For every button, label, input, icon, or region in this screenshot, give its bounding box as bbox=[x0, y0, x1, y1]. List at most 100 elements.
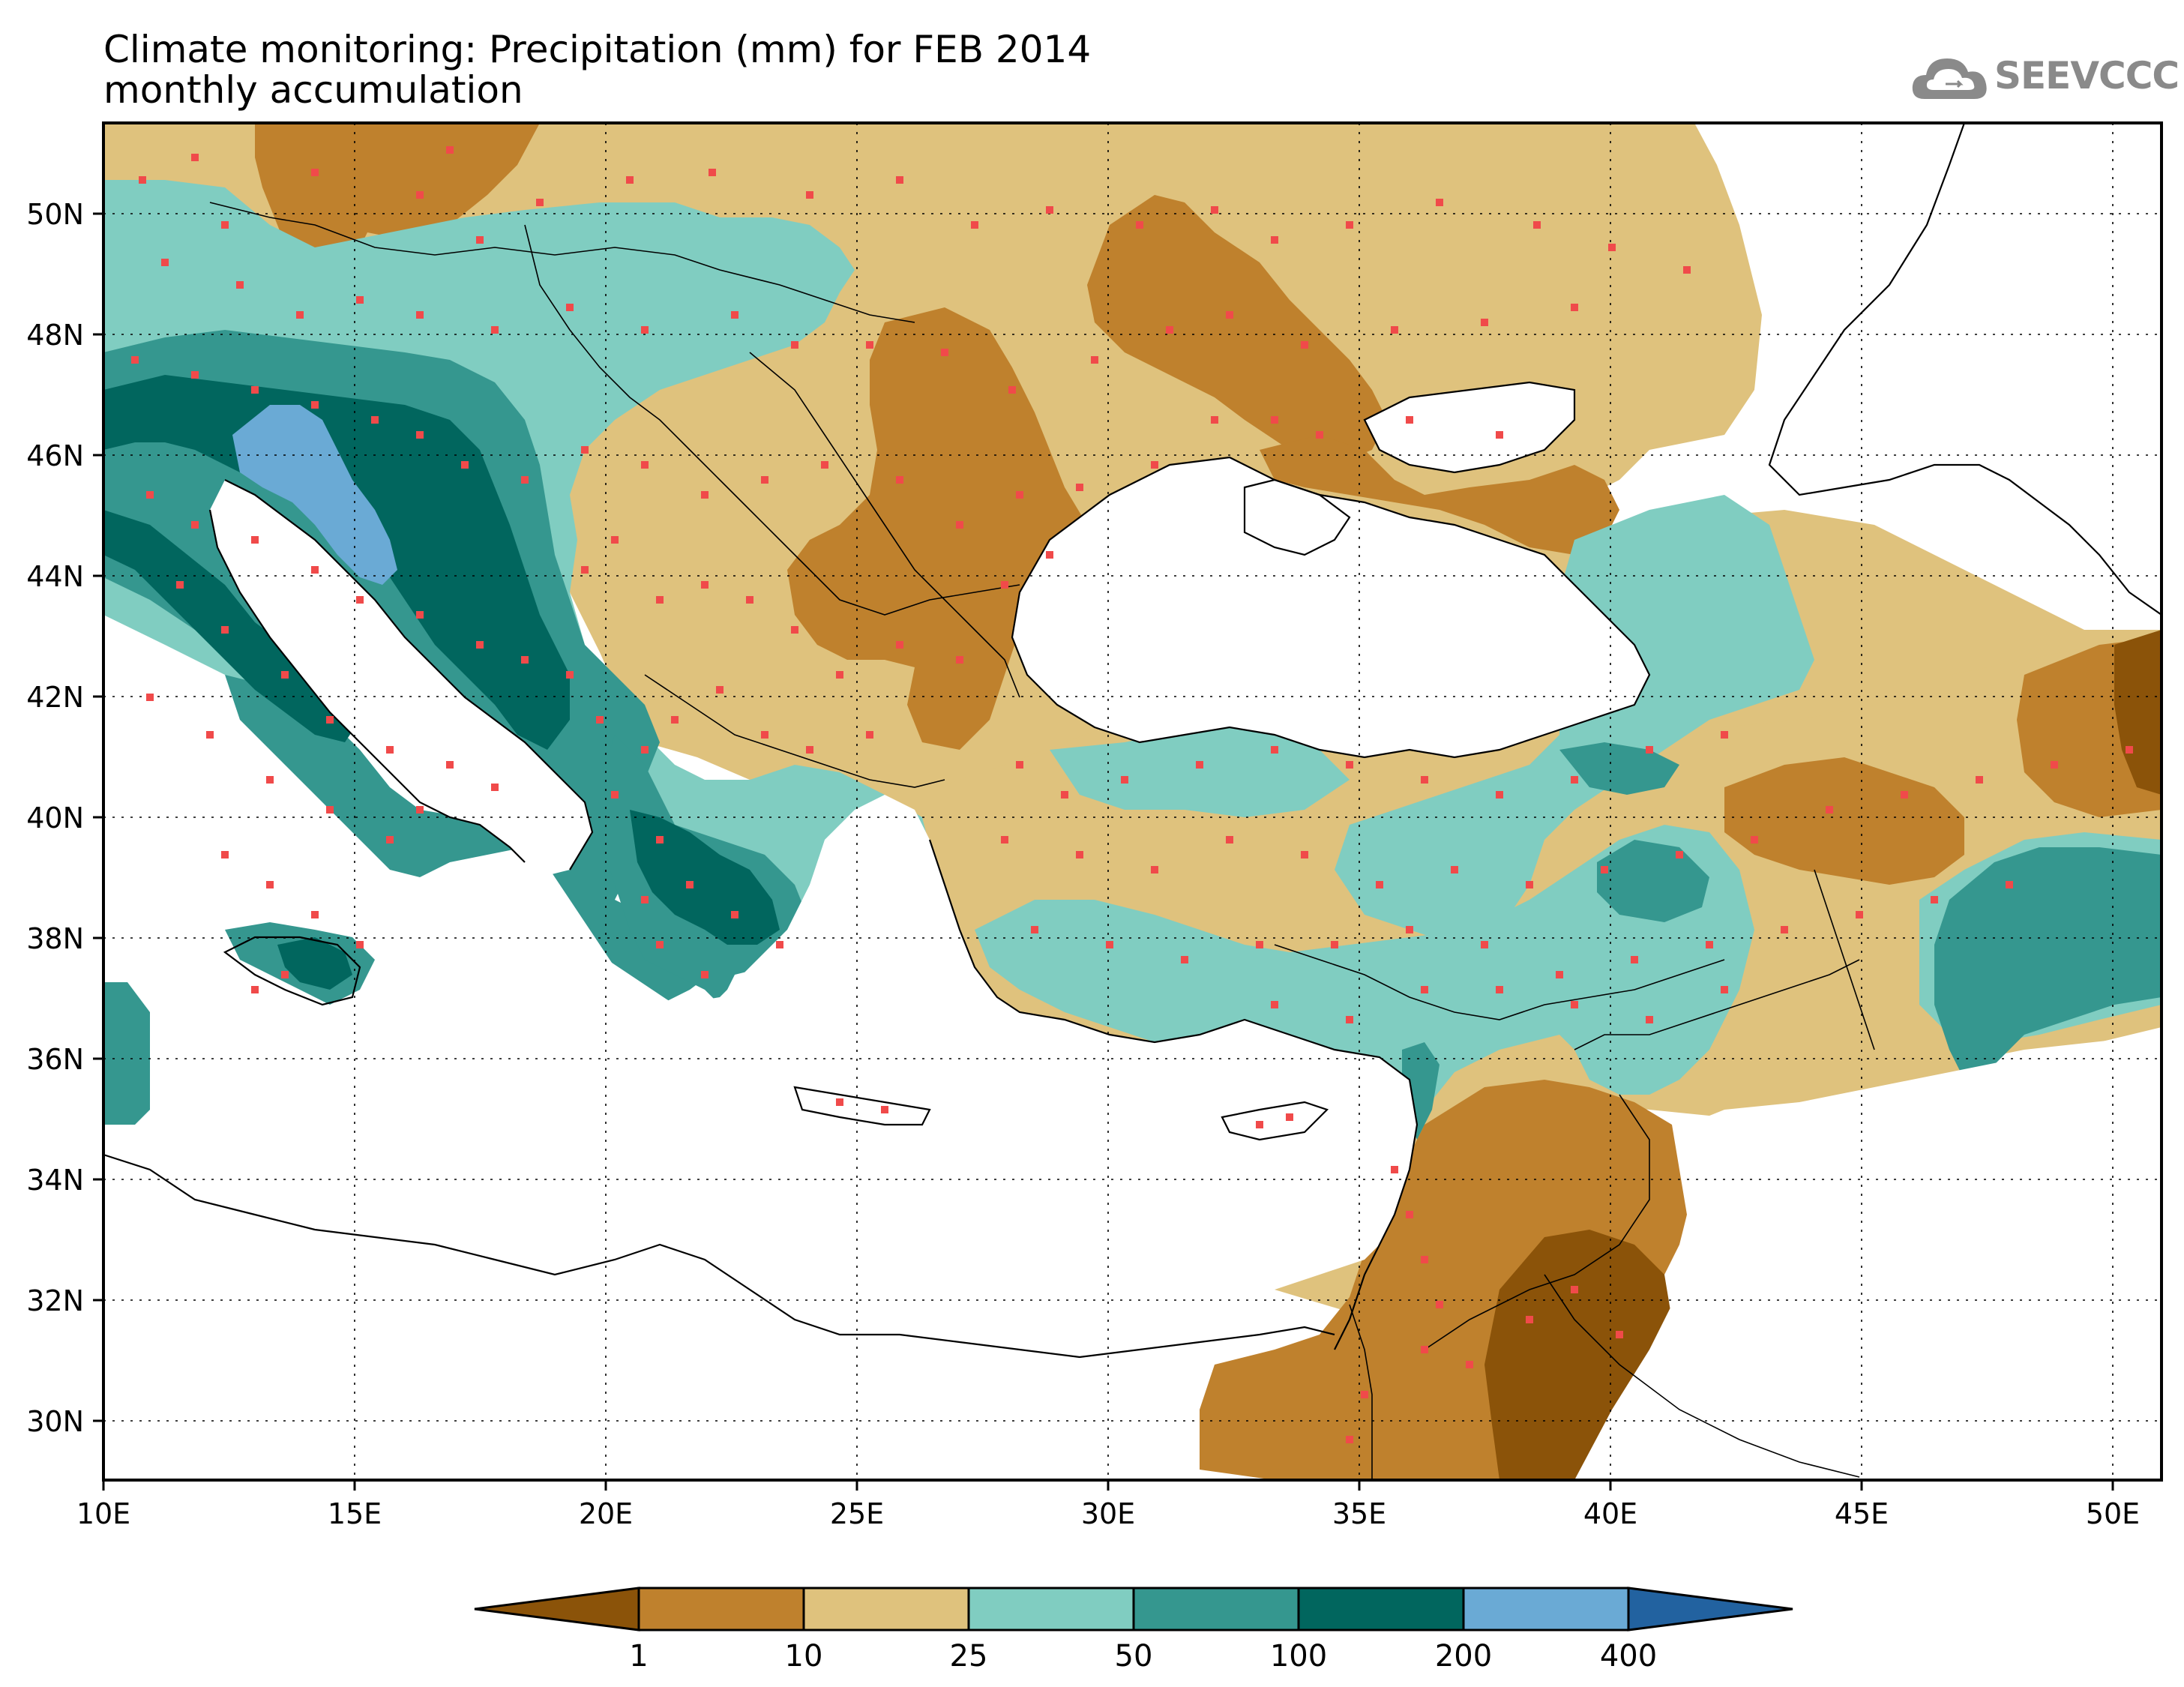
station-marker bbox=[626, 176, 634, 184]
y-tick-label: 42N bbox=[26, 681, 84, 714]
station-marker bbox=[2006, 881, 2013, 888]
station-marker bbox=[1346, 1016, 1353, 1023]
station-marker bbox=[1721, 986, 1728, 993]
station-marker bbox=[416, 191, 424, 199]
station-marker bbox=[1151, 866, 1158, 873]
region-1-10-crimea bbox=[1260, 435, 1619, 555]
station-marker bbox=[461, 461, 469, 469]
station-marker bbox=[1346, 761, 1353, 769]
station-marker bbox=[821, 461, 828, 469]
map-title: Climate monitoring: Precipitation (mm) f… bbox=[103, 28, 1092, 71]
station-marker bbox=[776, 941, 783, 948]
station-marker bbox=[1316, 431, 1323, 439]
station-marker bbox=[566, 304, 574, 311]
station-marker bbox=[1406, 926, 1413, 933]
colorbar-level-label: 25 bbox=[950, 1639, 988, 1674]
y-tick-label: 30N bbox=[26, 1405, 84, 1438]
colorbar-bin bbox=[637, 1587, 805, 1632]
station-marker bbox=[1331, 941, 1338, 948]
station-marker bbox=[1271, 416, 1278, 424]
station-marker bbox=[521, 476, 529, 484]
station-marker bbox=[191, 154, 199, 161]
station-marker bbox=[1496, 791, 1503, 799]
y-tick-label: 32N bbox=[26, 1284, 84, 1317]
station-marker bbox=[1676, 851, 1683, 858]
station-marker bbox=[671, 716, 679, 724]
station-marker bbox=[1421, 776, 1428, 784]
station-marker bbox=[266, 881, 274, 888]
station-marker bbox=[521, 656, 529, 664]
y-tick-label: 38N bbox=[26, 922, 84, 955]
station-marker bbox=[1376, 881, 1383, 888]
station-marker bbox=[1421, 986, 1428, 993]
colorbar-bin bbox=[1462, 1587, 1630, 1632]
station-marker bbox=[611, 791, 619, 799]
station-marker bbox=[836, 1098, 843, 1106]
station-marker bbox=[581, 566, 589, 574]
station-marker bbox=[1136, 221, 1143, 229]
station-marker bbox=[1608, 244, 1616, 251]
station-marker bbox=[1421, 1346, 1428, 1353]
station-marker bbox=[266, 776, 274, 784]
station-marker bbox=[176, 581, 184, 589]
station-marker bbox=[281, 971, 289, 978]
colorbar-upper-extension bbox=[1627, 1587, 1793, 1632]
region-50-100-black-sea-coast bbox=[1559, 742, 1679, 795]
y-tick-label: 48N bbox=[26, 319, 84, 352]
station-marker bbox=[356, 296, 364, 304]
sea-caspian bbox=[1769, 123, 2162, 615]
region-100-200-slovenia-croatia bbox=[103, 375, 570, 750]
station-marker bbox=[1121, 776, 1128, 784]
station-marker bbox=[956, 521, 963, 529]
region-0-1-jordan bbox=[1484, 1230, 1672, 1480]
station-marker bbox=[1466, 1361, 1473, 1368]
station-marker bbox=[761, 731, 768, 739]
station-marker bbox=[656, 836, 664, 844]
station-marker bbox=[1631, 956, 1638, 963]
x-tick-label: 15E bbox=[328, 1497, 382, 1530]
country-borders bbox=[209, 202, 1875, 1480]
station-marker bbox=[1931, 896, 1938, 903]
sea-adriatic bbox=[210, 480, 592, 877]
station-marker bbox=[416, 611, 424, 619]
station-marker bbox=[1226, 836, 1233, 844]
station-marker bbox=[221, 221, 229, 229]
station-marker bbox=[709, 169, 716, 176]
colorbar-level-label: 50 bbox=[1115, 1639, 1153, 1674]
station-marker bbox=[566, 671, 574, 679]
station-marker bbox=[326, 806, 334, 814]
colorbar-bin bbox=[802, 1587, 970, 1632]
station-marker bbox=[896, 641, 903, 649]
coastlines bbox=[103, 123, 2162, 1359]
station-marker bbox=[1781, 926, 1788, 933]
station-marker bbox=[1076, 484, 1083, 491]
station-marker bbox=[236, 281, 244, 289]
station-marker bbox=[1166, 326, 1173, 334]
station-marker bbox=[536, 199, 544, 206]
station-marker bbox=[1016, 761, 1023, 769]
station-marker bbox=[296, 311, 304, 319]
station-marker bbox=[1533, 221, 1541, 229]
station-marker bbox=[1151, 461, 1158, 469]
station-marker bbox=[2126, 746, 2133, 754]
station-marker bbox=[731, 311, 738, 319]
station-marker bbox=[1211, 206, 1218, 214]
station-marker bbox=[1571, 1286, 1578, 1293]
y-tick-label: 34N bbox=[26, 1164, 84, 1197]
colorbar-labels: 1 10 25 50 100 200 400 bbox=[629, 1639, 1657, 1674]
station-marker bbox=[581, 446, 589, 454]
y-tick-label: 50N bbox=[26, 198, 84, 231]
station-marker bbox=[596, 716, 604, 724]
station-marker bbox=[1601, 866, 1608, 873]
region-50-100-turkey-east bbox=[1597, 840, 1709, 922]
gridlines bbox=[103, 123, 2162, 1480]
station-marker bbox=[191, 521, 199, 529]
station-marker bbox=[1211, 416, 1218, 424]
station-marker bbox=[1571, 304, 1578, 311]
station-marker bbox=[866, 341, 873, 349]
cloud-logo-icon bbox=[1912, 58, 1987, 99]
y-tick-label: 46N bbox=[26, 439, 84, 472]
y-tick-label: 40N bbox=[26, 802, 84, 835]
region-50-100-iran-west bbox=[1934, 847, 2162, 1080]
